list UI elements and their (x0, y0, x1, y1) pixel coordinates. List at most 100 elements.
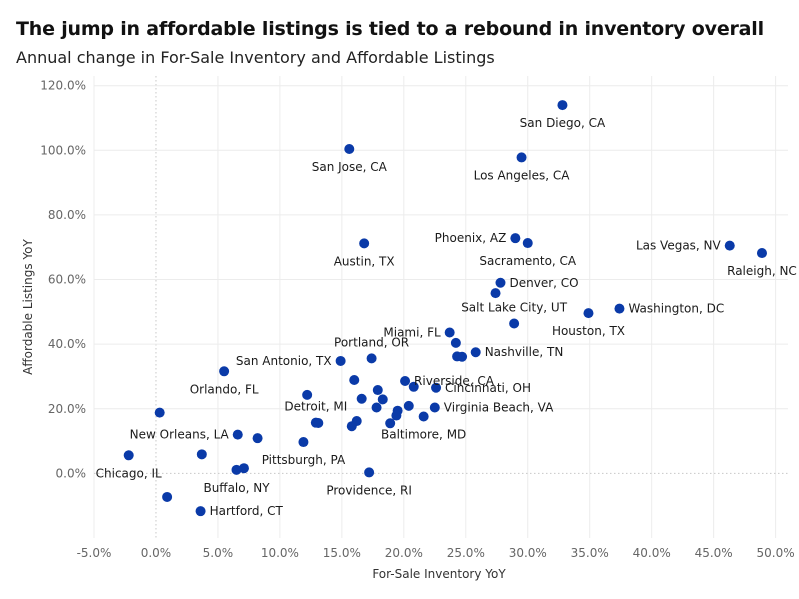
data-point (400, 375, 411, 386)
data-point (490, 288, 501, 299)
data-point (349, 375, 360, 386)
data-point (385, 418, 396, 429)
point-label: Pittsburgh, PA (262, 453, 346, 467)
point-label: San Jose, CA (312, 160, 388, 174)
data-point (391, 410, 402, 421)
point-label: New Orleans, LA (130, 428, 230, 442)
x-tick-label: 45.0% (695, 546, 733, 560)
data-point (196, 449, 207, 460)
y-tick-label: 0.0% (56, 466, 87, 480)
x-tick-label: 0.0% (141, 546, 172, 560)
data-point (195, 506, 206, 517)
x-tick-label: 30.0% (509, 546, 547, 560)
grid (93, 76, 788, 538)
x-tick-label: 15.0% (323, 546, 361, 560)
axes: -5.0% 0.0% 5.0% 10.0% 15.0% 20.0% 25.0% 30.0% 35… (40, 79, 794, 560)
point-label: Virginia Beach, VA (444, 400, 554, 414)
x-tick-label: 10.0% (261, 546, 299, 560)
data-point (516, 152, 527, 163)
data-point (444, 327, 455, 338)
data-point (232, 429, 243, 440)
y-tick-label: 80.0% (48, 208, 86, 222)
data-point (418, 411, 429, 422)
data-point (313, 417, 324, 428)
y-tick-label: 120.0% (40, 79, 86, 93)
data-point (231, 464, 242, 475)
data-point (123, 450, 134, 461)
chart-title: The jump in affordable listings is tied … (16, 18, 764, 40)
point-label: Phoenix, AZ (435, 231, 507, 245)
data-point (510, 233, 521, 244)
point-label: Riverside, CA (414, 374, 495, 388)
point-label: Baltimore, MD (381, 428, 466, 442)
x-tick-label: -5.0% (77, 546, 112, 560)
data-point (495, 277, 506, 288)
point-label: Hartford, CT (210, 504, 284, 518)
point-label: Raleigh, NC (727, 264, 797, 278)
data-point (583, 308, 594, 319)
data-point (302, 389, 313, 400)
point-labels: San Diego, CA San Jose, CA Los Angeles, CA… (96, 116, 797, 518)
y-tick-label: 60.0% (48, 273, 86, 287)
y-tick-label: 100.0% (40, 143, 86, 157)
y-axis-label: Affordable Listings YoY (21, 238, 35, 374)
data-point (403, 400, 414, 411)
data-point (408, 381, 419, 392)
data-point (756, 248, 767, 259)
data-point (431, 382, 442, 393)
data-point (238, 463, 249, 474)
point-label: Salt Lake City, UT (461, 300, 568, 314)
point-label: Providence, RI (326, 483, 412, 497)
data-point (346, 421, 357, 432)
y-tick-label: 20.0% (48, 402, 86, 416)
point-label: Los Angeles, CA (474, 168, 571, 182)
point-label: Houston, TX (552, 324, 625, 338)
point-label: Detroit, MI (284, 400, 347, 414)
data-point (614, 303, 625, 314)
data-point (509, 318, 520, 329)
data-point (557, 100, 568, 111)
data-point (364, 467, 375, 478)
data-point (335, 355, 346, 366)
data-point (371, 402, 382, 413)
point-label: Nashville, TN (485, 345, 564, 359)
point-label: Las Vegas, NV (636, 239, 722, 253)
point-label: Sacramento, CA (479, 254, 577, 268)
point-label: Miami, FL (383, 326, 441, 340)
point-label: Cincinnati, OH (445, 381, 531, 395)
data-point (219, 366, 230, 377)
data-point (522, 238, 533, 249)
x-tick-label: 50.0% (757, 546, 795, 560)
data-point (724, 240, 735, 251)
data-point (377, 394, 388, 405)
chart-subtitle: Annual change in For-Sale Inventory and … (16, 48, 495, 67)
point-label: San Diego, CA (520, 116, 606, 130)
point-label: San Antonio, TX (236, 354, 332, 368)
data-point (429, 402, 440, 413)
x-tick-label: 5.0% (203, 546, 234, 560)
data-point (450, 337, 461, 348)
data-point (298, 437, 309, 448)
point-label: Austin, TX (334, 254, 395, 268)
data-point (366, 353, 377, 364)
point-label: Chicago, IL (96, 466, 162, 480)
data-point (359, 238, 370, 249)
point-label: Washington, DC (628, 302, 724, 316)
data-point (252, 433, 263, 444)
point-label: Buffalo, NY (203, 481, 270, 495)
point-label: Portland, OR (334, 335, 409, 349)
point-label: Orlando, FL (190, 382, 259, 396)
data-point (154, 407, 165, 418)
x-tick-label: 35.0% (571, 546, 609, 560)
x-tick-label: 40.0% (633, 546, 671, 560)
x-axis-label: For-Sale Inventory YoY (372, 567, 506, 581)
point-label: Denver, CO (509, 276, 578, 290)
x-tick-label: 20.0% (385, 546, 423, 560)
data-point (344, 144, 355, 155)
x-tick-label: 25.0% (447, 546, 485, 560)
data-point (372, 385, 383, 396)
data-point (356, 393, 367, 404)
data-point (470, 347, 481, 358)
y-tick-label: 40.0% (48, 337, 86, 351)
